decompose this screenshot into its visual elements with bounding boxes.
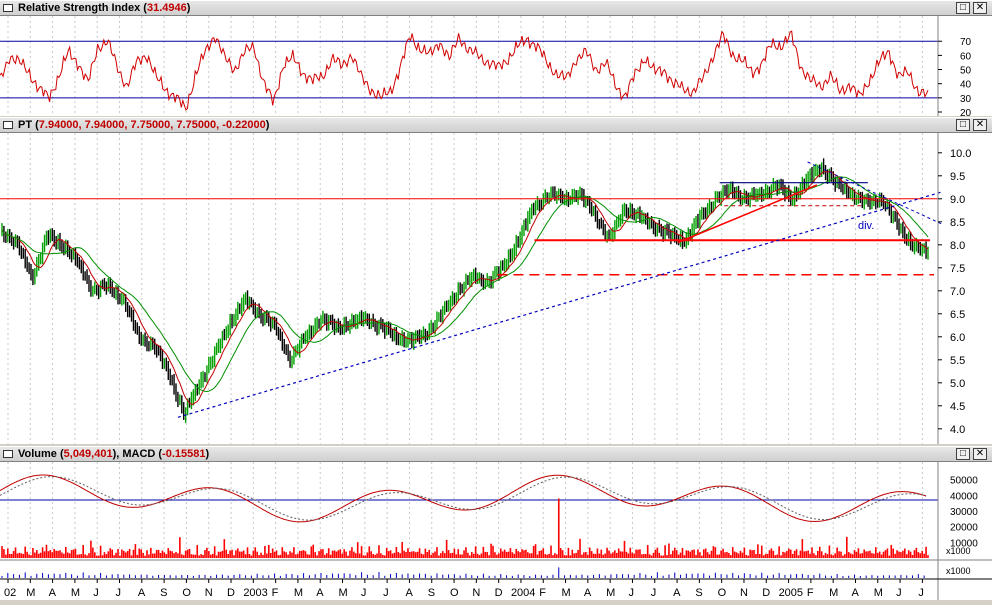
close-button[interactable]: ✕	[973, 2, 987, 14]
x-tick-label: J	[93, 587, 99, 599]
x-tick-label: A	[49, 587, 57, 599]
price-chart: div. 4.0 4.5 5.0 5.5 6.0 6.5 7.0 7.5 8.0 8.5 9.0 9.…	[0, 133, 971, 444]
uptrend-line	[677, 184, 818, 244]
rsi-tick-label: 60	[960, 51, 972, 62]
rsi-tick-label: 50	[960, 66, 972, 77]
x-tick-label: D	[227, 587, 235, 599]
x-tick-label: A	[405, 587, 413, 599]
x-tick-label: F	[807, 587, 814, 599]
x-tick-label: M	[606, 587, 615, 599]
x-tick-label: M	[339, 587, 348, 599]
x-tick-label: F	[539, 587, 546, 599]
down-trendline	[807, 161, 943, 225]
close-button[interactable]: ✕	[973, 119, 987, 131]
price-tick-label: 8.5	[950, 217, 965, 229]
x-tick-label: J	[116, 587, 122, 599]
price-tick-label: 9.0	[950, 194, 965, 206]
pane-icon	[3, 121, 13, 129]
volume-tick-label: 10000	[950, 538, 978, 549]
x-tick-label: J	[361, 587, 367, 599]
x-tick-label: 2004	[511, 587, 535, 599]
x-tick-label: F	[272, 587, 279, 599]
restore-button[interactable]: □	[956, 448, 970, 460]
moving-average-fast	[1, 170, 929, 405]
rsi-tick-label: 20	[960, 108, 972, 116]
x1000-label: x1000	[946, 566, 971, 576]
rsi-titlebar: Relative Strength Index (31.4946) □ ✕	[0, 0, 992, 16]
price-titlebar: PT (7.94000, 7.94000, 7.75000, 7.75000, …	[0, 117, 992, 133]
restore-button[interactable]: □	[956, 119, 970, 131]
rsi-chart: 20 30 40 50 60 70	[0, 16, 972, 119]
price-tick-label: 9.5	[950, 171, 965, 183]
x-tick-label: J	[383, 587, 389, 599]
volume-tick-label: 30000	[950, 507, 978, 518]
x-tick-label: A	[584, 587, 592, 599]
x-tick-label: N	[472, 587, 480, 599]
x-tick-label: J	[628, 587, 634, 599]
x-tick-label: M	[874, 587, 883, 599]
price-tick-label: 5.5	[950, 355, 965, 367]
x-tick-label: O	[450, 587, 459, 599]
rsi-tick-label: 30	[960, 94, 972, 105]
x-tick-label: S	[695, 587, 702, 599]
volume-tick-label: 20000	[950, 523, 978, 534]
x-tick-label: D	[762, 587, 770, 599]
pane-icon	[3, 450, 13, 458]
price-tick-label: 4.5	[950, 401, 965, 413]
volume-titlebar: Volume (5,049,401), MACD (-0.15581) □ ✕	[0, 446, 992, 462]
x-tick-label: M	[829, 587, 838, 599]
rsi-pane: 20 30 40 50 60 70	[0, 16, 992, 119]
restore-button[interactable]: □	[956, 2, 970, 14]
price-pane: div. 4.0 4.5 5.0 5.5 6.0 6.5 7.0 7.5 8.0 8.5 9.0 9.…	[0, 133, 992, 444]
x-tick-label: D	[495, 587, 503, 599]
x-tick-label: M	[562, 587, 571, 599]
rsi-tick-label: 70	[960, 37, 972, 48]
moving-average-slow	[1, 176, 929, 393]
x-tick-label: A	[673, 587, 681, 599]
x-tick-label: O	[182, 587, 191, 599]
volume-pane: x1000 x1000 10000 20000 30000 40000 50000 02 M…	[0, 462, 992, 600]
macd-signal-line	[0, 476, 927, 521]
close-button[interactable]: ✕	[973, 448, 987, 460]
x-tick-label: 2005	[779, 587, 803, 599]
x-tick-label: M	[71, 587, 80, 599]
x-tick-label: 02	[4, 587, 16, 599]
x-tick-label: M	[26, 587, 35, 599]
x-tick-label: N	[740, 587, 748, 599]
x-tick-label: A	[316, 587, 324, 599]
x-tick-label: O	[718, 587, 727, 599]
price-tick-label: 5.0	[950, 378, 965, 390]
volume-chart: x1000 x1000 10000 20000 30000 40000 50000 02 M…	[0, 462, 992, 600]
x-tick-label: A	[851, 587, 859, 599]
price-tick-label: 6.0	[950, 332, 965, 344]
long-trendline	[177, 191, 943, 418]
x1000-label: x1000	[946, 546, 971, 556]
pane-icon	[3, 4, 13, 12]
price-tick-label: 4.0	[950, 424, 965, 436]
x-tick-label: J	[651, 587, 657, 599]
volume-tick-label: 40000	[950, 491, 978, 502]
rsi-line	[0, 30, 929, 111]
price-tick-label: 10.0	[950, 148, 971, 160]
x-tick-label: 2003	[243, 587, 267, 599]
div-annotation: div.	[858, 220, 874, 232]
rsi-title: Relative Strength Index (31.4946)	[18, 2, 191, 14]
x-tick-label: A	[138, 587, 146, 599]
x-tick-label: S	[160, 587, 167, 599]
x-tick-label: J	[918, 587, 924, 599]
x-tick-label: J	[896, 587, 902, 599]
x-tick-label: S	[428, 587, 435, 599]
price-tick-label: 7.0	[950, 286, 965, 298]
rsi-tick-label: 40	[960, 80, 972, 91]
volume-tick-label: 50000	[950, 476, 978, 487]
price-tick-label: 7.5	[950, 263, 965, 275]
price-tick-label: 8.0	[950, 240, 965, 252]
x-tick-label: M	[294, 587, 303, 599]
volume-title: Volume (5,049,401), MACD (-0.15581)	[18, 448, 210, 460]
macd-line	[0, 474, 927, 523]
price-tick-label: 6.5	[950, 309, 965, 321]
price-title: PT (7.94000, 7.94000, 7.75000, 7.75000, …	[18, 119, 270, 131]
x-tick-label: N	[205, 587, 213, 599]
